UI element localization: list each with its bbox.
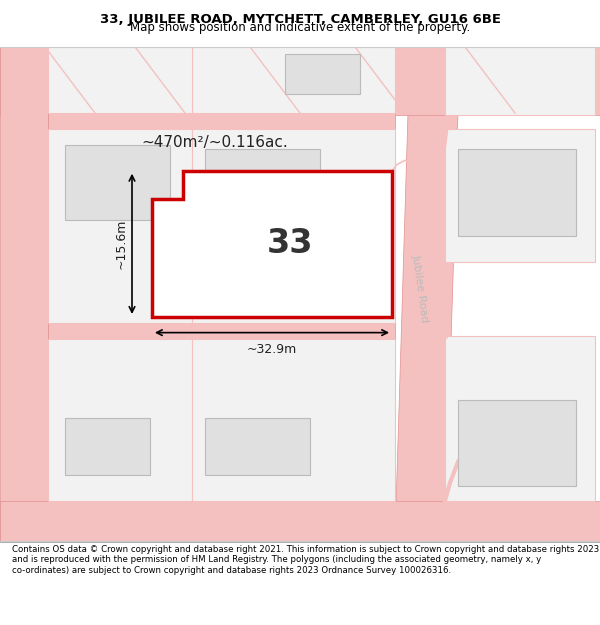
Bar <box>65 144 170 220</box>
Polygon shape <box>445 129 595 262</box>
Bar <box>458 400 576 486</box>
Polygon shape <box>48 339 192 501</box>
Polygon shape <box>192 339 395 501</box>
Polygon shape <box>445 47 595 115</box>
Polygon shape <box>395 47 460 541</box>
Polygon shape <box>192 47 395 113</box>
Bar <box>215 184 363 301</box>
Polygon shape <box>48 129 192 323</box>
Polygon shape <box>152 171 392 317</box>
Polygon shape <box>445 336 595 501</box>
Polygon shape <box>192 129 395 323</box>
Bar <box>458 149 576 236</box>
Polygon shape <box>48 47 192 113</box>
Polygon shape <box>0 47 600 115</box>
Text: Jubilee Road: Jubilee Road <box>410 254 430 323</box>
Polygon shape <box>0 47 48 541</box>
Polygon shape <box>48 113 395 129</box>
Text: ~470m²/~0.116ac.: ~470m²/~0.116ac. <box>142 135 289 150</box>
Bar <box>205 149 320 220</box>
Text: ~15.6m: ~15.6m <box>115 219 128 269</box>
Bar <box>285 54 360 94</box>
Text: ~32.9m: ~32.9m <box>247 343 297 356</box>
Text: Contains OS data © Crown copyright and database right 2021. This information is : Contains OS data © Crown copyright and d… <box>12 545 599 574</box>
Polygon shape <box>48 323 395 339</box>
Bar <box>205 418 310 476</box>
Text: Map shows position and indicative extent of the property.: Map shows position and indicative extent… <box>130 21 470 34</box>
Polygon shape <box>0 501 600 541</box>
Bar <box>65 418 150 476</box>
Text: 33: 33 <box>267 228 313 261</box>
Text: 33, JUBILEE ROAD, MYTCHETT, CAMBERLEY, GU16 6BE: 33, JUBILEE ROAD, MYTCHETT, CAMBERLEY, G… <box>100 13 500 26</box>
